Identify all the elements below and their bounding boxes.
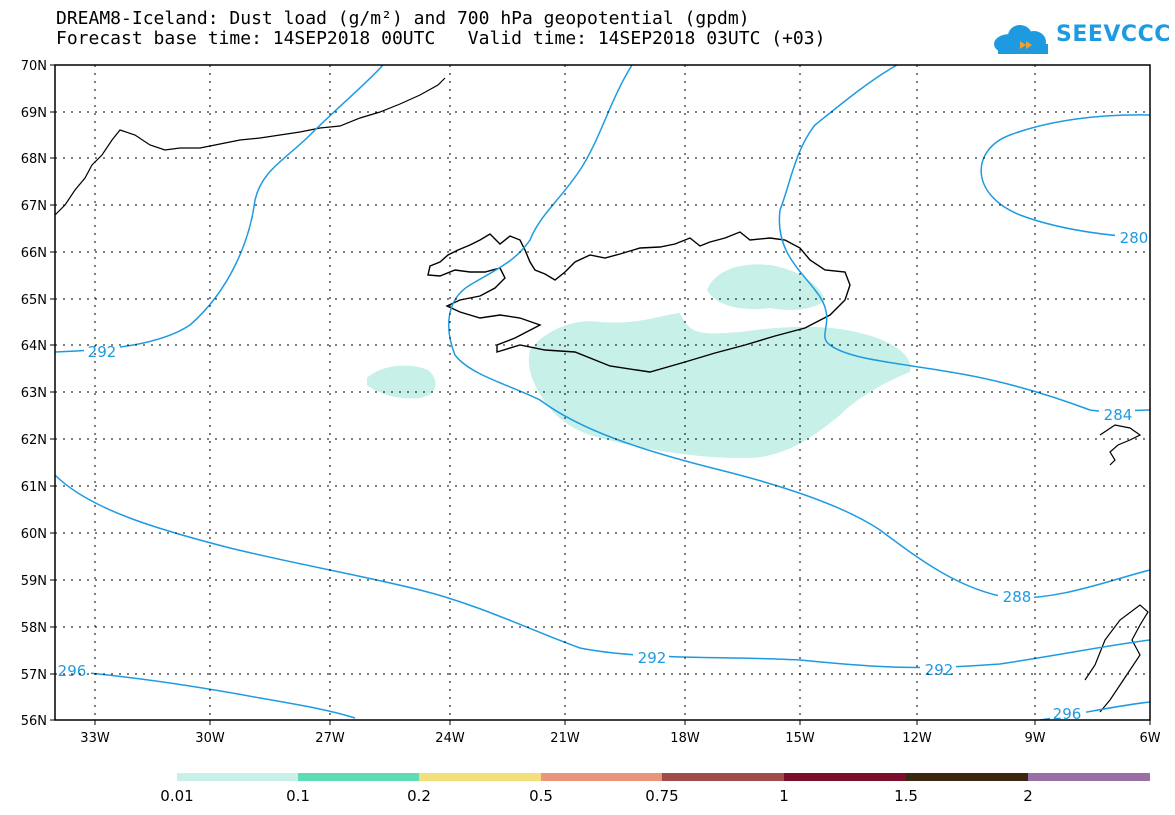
lon-label: 15W (785, 731, 815, 746)
colorbar-tick: 1.5 (894, 787, 918, 805)
contour-label: 296 (58, 662, 87, 680)
colorbar-tick: 1 (779, 787, 789, 805)
gridlines (55, 65, 1150, 720)
contour-label: 296 (1053, 705, 1082, 723)
dust-load-shading (367, 264, 911, 459)
coastline-faroe-scotland (1084, 424, 1149, 713)
contour-label: 292 (925, 661, 954, 679)
lat-label: 64N (21, 339, 47, 354)
lon-label: 24W (435, 731, 465, 746)
lat-label: 69N (21, 106, 47, 121)
colorbar-tick: 0.5 (529, 787, 553, 805)
contour-labels: 292 280 284 288 292 292 296 296 (55, 229, 1151, 723)
lon-label: 6W (1139, 731, 1160, 746)
colorbar-swatch (541, 773, 662, 781)
lon-label: 30W (195, 731, 225, 746)
cloud-logo-icon (994, 25, 1048, 54)
contour-label: 288 (1003, 588, 1032, 606)
logo-text: SEEVCCC (1056, 22, 1171, 47)
lat-label: 68N (21, 152, 47, 167)
lon-label: 27W (315, 731, 345, 746)
map-title-line1: DREAM8-Iceland: Dust load (g/m²) and 700… (56, 8, 750, 29)
longitude-labels: 33W 30W 27W 24W 21W 18W 15W 12W 9W 6W (80, 731, 1160, 746)
colorbar: 0.01 0.1 0.2 0.5 0.75 1 1.5 2 (160, 773, 1150, 805)
contour-label: 292 (88, 343, 117, 361)
colorbar-tick: 0.2 (407, 787, 431, 805)
colorbar-swatch (419, 773, 541, 781)
lon-label: 18W (670, 731, 700, 746)
colorbar-tick: 2 (1023, 787, 1033, 805)
latitude-labels: 70N 69N 68N 67N 66N 65N 64N 63N 62N 61N … (21, 59, 47, 729)
lon-label: 33W (80, 731, 110, 746)
colorbar-tick: 0.01 (160, 787, 193, 805)
lon-label: 9W (1024, 731, 1045, 746)
colorbar-swatch (662, 773, 784, 781)
geopotential-contours (54, 64, 1151, 721)
lat-label: 67N (21, 199, 47, 214)
lat-label: 70N (21, 59, 47, 74)
colorbar-swatch (784, 773, 906, 781)
map-title-line2: Forecast base time: 14SEP2018 00UTC Vali… (56, 28, 826, 49)
lat-label: 56N (21, 714, 47, 729)
lat-label: 57N (21, 668, 47, 683)
lat-label: 65N (21, 293, 47, 308)
colorbar-swatch (298, 773, 419, 781)
colorbar-swatch (1028, 773, 1150, 781)
colorbar-tick: 0.1 (286, 787, 310, 805)
colorbar-swatch (177, 773, 298, 781)
lat-label: 62N (21, 433, 47, 448)
lat-label: 66N (21, 246, 47, 261)
lon-label: 12W (902, 731, 932, 746)
contour-label: 280 (1120, 229, 1149, 247)
lon-label: 21W (550, 731, 580, 746)
lat-label: 60N (21, 527, 47, 542)
lat-label: 63N (21, 386, 47, 401)
colorbar-tick: 0.75 (645, 787, 678, 805)
lat-label: 59N (21, 574, 47, 589)
contour-label: 284 (1104, 406, 1133, 424)
lat-label: 61N (21, 480, 47, 495)
coastline-iceland (427, 231, 851, 373)
coastline-greenland (54, 77, 446, 216)
colorbar-swatch (906, 773, 1028, 781)
contour-label: 292 (638, 649, 667, 667)
tick-marks (50, 64, 1151, 725)
lat-label: 58N (21, 621, 47, 636)
